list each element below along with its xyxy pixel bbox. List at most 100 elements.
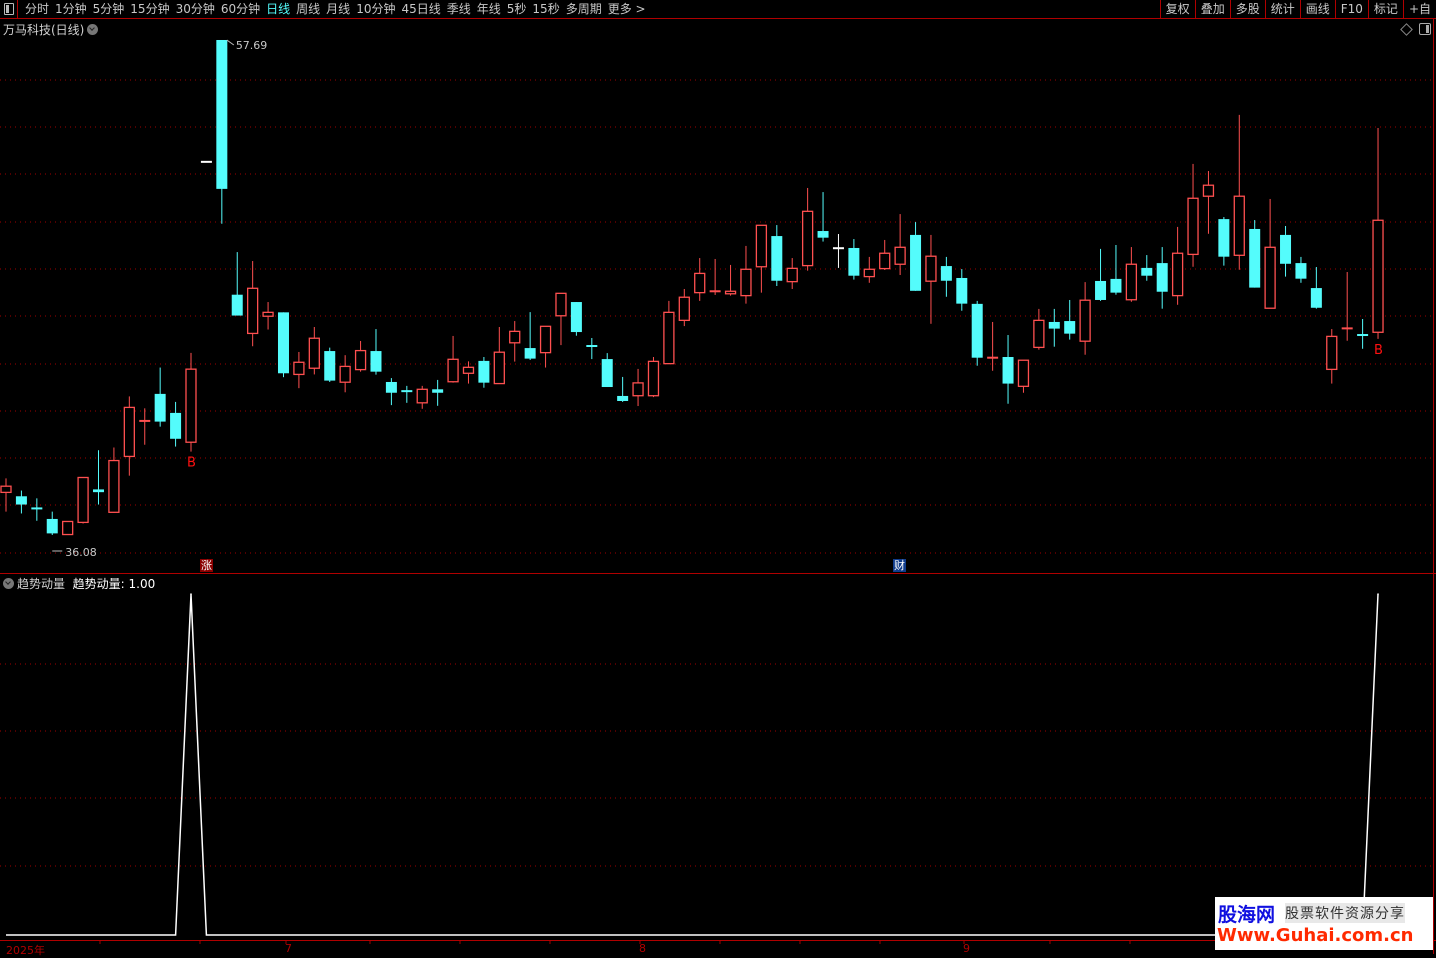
candle-body-down [910, 234, 922, 291]
period-tab[interactable]: 周线 [296, 2, 321, 16]
candle-body-up [123, 406, 135, 458]
candle-body-up [1233, 195, 1245, 256]
candle-body-up [863, 268, 875, 278]
candle-body-up [755, 224, 768, 268]
high-price-label: 57.69 [236, 39, 268, 52]
toolbar-button[interactable]: F10 [1334, 0, 1368, 18]
candle-body-up [1171, 252, 1184, 297]
candle-body-down [1002, 357, 1014, 384]
period-tab[interactable]: 更多 > [607, 2, 646, 16]
candle-body-down [570, 302, 582, 333]
candle-body-down [524, 348, 536, 359]
period-tab[interactable]: 年线 [476, 2, 501, 16]
indicator-name[interactable]: 趋势动量 [17, 577, 66, 591]
toolbar-button[interactable]: 标记 [1367, 0, 1403, 18]
candle-body-down [956, 277, 968, 304]
candle-body-up [262, 311, 274, 317]
limit-up-marker[interactable]: 涨 [200, 559, 213, 572]
period-tab[interactable]: 15秒 [532, 2, 560, 16]
candle-body-up [462, 366, 475, 374]
period-tab[interactable]: 15分钟 [130, 2, 170, 16]
period-tab[interactable]: 多周期 [565, 2, 602, 16]
toolbar-button[interactable]: 画线 [1299, 0, 1335, 18]
chart-title: 万马科技(日线) [3, 21, 99, 38]
candle-body-up [539, 325, 552, 354]
candle-body-up [108, 459, 120, 513]
candle-body-down [154, 393, 166, 422]
period-toolbar: 分时 1分钟 5分钟 15分钟 30分钟 60分钟 日线 周线 月线 10分钟 45日线 季线 年线 5秒… [0, 0, 1436, 19]
period-tab[interactable]: 60分钟 [220, 2, 261, 16]
period-tabs: 分时 1分钟 5分钟 15分钟 30分钟 60分钟 日线 周线 月线 10分钟 45日线 季线 年线 5秒… [22, 1, 649, 17]
candle-body-down [1064, 321, 1076, 334]
panel-toggle-icon [4, 3, 14, 15]
toolbar-button[interactable]: 统计 [1264, 0, 1300, 18]
candle-body-up [801, 210, 814, 267]
period-tab[interactable]: 1分钟 [55, 2, 87, 16]
candle-body-up [879, 252, 891, 270]
candle-body-up [339, 365, 351, 383]
period-tab[interactable]: 5分钟 [92, 2, 125, 16]
low-price-label: 36.08 [65, 546, 97, 559]
candle-body-down [478, 360, 490, 383]
candle-body-up [493, 351, 505, 385]
candle-body-up [694, 272, 706, 294]
candle-body-up [509, 330, 521, 344]
candle-body-down [216, 39, 228, 189]
chevron-down-icon[interactable] [3, 578, 14, 589]
candle-body-down [1141, 267, 1153, 276]
candle-body-up [416, 388, 428, 404]
axis-label-month-8: 8 [639, 942, 646, 955]
chevron-down-icon[interactable] [87, 24, 99, 35]
period-tab[interactable]: 10分钟 [356, 2, 396, 16]
panel-divider[interactable] [0, 573, 1436, 574]
period-tab[interactable]: 分时 [25, 2, 50, 16]
axis-label-year: 2025年 [6, 944, 45, 957]
candle-body-down [370, 351, 382, 372]
indicator-title: 趋势动量 趋势动量: 1.00 [3, 575, 155, 592]
period-tab[interactable]: 月线 [326, 2, 351, 16]
candle-body-up [293, 361, 305, 376]
toolbar-button[interactable]: 多股 [1229, 0, 1265, 18]
finance-marker[interactable]: 财 [893, 559, 906, 572]
toolbar-button[interactable]: +自 [1402, 0, 1436, 18]
toolbar-button[interactable]: 叠加 [1194, 0, 1230, 18]
candle-body-down [1280, 234, 1292, 264]
candle-body-up [632, 382, 644, 397]
sidebar-toggle-button[interactable] [0, 0, 18, 18]
high-pointer [226, 39, 235, 46]
candle-body-down [432, 389, 444, 393]
watermark-brand: 股海网 [1218, 904, 1276, 926]
candle-body-up [724, 290, 737, 295]
candle-body-down [940, 266, 952, 281]
candle-body-up [247, 287, 259, 335]
candle-body-up [1264, 246, 1276, 309]
candle-body-down [848, 247, 860, 276]
candle-body-down [1156, 263, 1168, 292]
toolbar-button[interactable]: 复权 [1159, 0, 1195, 18]
period-tab[interactable]: 日线 [266, 2, 291, 16]
period-tab[interactable]: 45日线 [401, 2, 441, 16]
candle-body-down [1095, 280, 1107, 300]
panel-layout-icon[interactable] [1419, 23, 1431, 35]
period-tab[interactable]: 季线 [446, 2, 471, 16]
candle-body-up [555, 292, 567, 317]
buy-signal-marker: B [187, 456, 196, 471]
candle-body-down [1310, 288, 1322, 308]
candle-body-up [1372, 219, 1384, 333]
axis-label-month-7: 7 [285, 942, 292, 955]
candle-body-up [308, 337, 320, 369]
period-tab[interactable]: 30分钟 [175, 2, 215, 16]
candle-body-down [92, 489, 104, 493]
candle-body-up [447, 358, 459, 383]
indicator-line [6, 593, 1379, 936]
candle-body-down [601, 359, 613, 388]
candle-body-up [894, 246, 906, 265]
candle-body-up [1125, 263, 1138, 301]
candle-body-up [740, 268, 752, 297]
candle-body-up [1187, 197, 1199, 256]
buy-signal-marker: B [1374, 343, 1383, 358]
time-axis-line [0, 940, 1436, 941]
candle-body-up [1326, 335, 1338, 371]
period-tab[interactable]: 5秒 [506, 2, 527, 16]
